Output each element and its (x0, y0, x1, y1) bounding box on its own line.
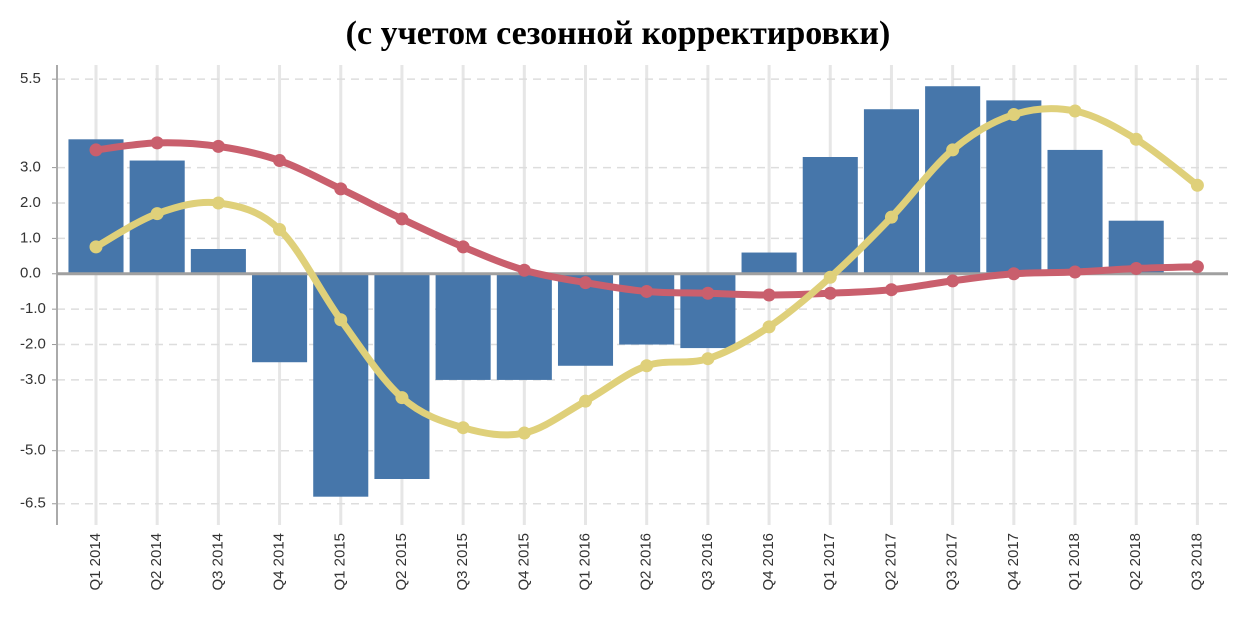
x-tick-label: Q2 2015 (393, 533, 410, 591)
x-tick-label: Q3 2017 (944, 533, 961, 591)
y-tick-label: -5.0 (20, 442, 46, 459)
y-tick-label: -6.5 (20, 495, 46, 512)
x-tick-label: Q2 2014 (148, 533, 165, 591)
x-tick-label: Q1 2017 (821, 533, 838, 591)
line-point (884, 283, 898, 297)
line-point (701, 352, 715, 366)
line-point (273, 223, 287, 237)
x-tick-label: Q3 2014 (209, 533, 226, 591)
bar (619, 273, 675, 345)
line-point (640, 359, 654, 373)
line-point (395, 212, 409, 226)
line-point (823, 286, 837, 300)
line-point (579, 276, 593, 290)
x-tick-label: Q1 2014 (87, 533, 104, 591)
x-tick-label: Q3 2015 (454, 533, 471, 591)
x-tick-label: Q4 2015 (515, 533, 532, 591)
bar (68, 139, 124, 274)
line-point (517, 426, 531, 440)
line-point (823, 270, 837, 284)
bar (925, 86, 981, 274)
x-tick-label: Q1 2018 (1066, 533, 1083, 591)
line-point (456, 240, 470, 254)
chart-title: (с учетом сезонной корректировки) (346, 15, 891, 52)
bar (190, 249, 246, 274)
y-tick-label: -2.0 (20, 336, 46, 353)
y-tick-label: 1.0 (20, 229, 41, 246)
line-point (89, 240, 103, 254)
line-point (150, 136, 164, 150)
bar (741, 252, 797, 274)
line-point (1068, 104, 1082, 118)
line-point (334, 182, 348, 196)
line-point (762, 320, 776, 334)
x-tick-label: Q4 2014 (271, 533, 288, 591)
bar (986, 100, 1042, 274)
line-point (1129, 132, 1143, 146)
line-point (211, 139, 225, 153)
line-point (579, 394, 593, 408)
line-point (1007, 108, 1021, 122)
y-tick-label: 3.0 (20, 159, 41, 176)
line-point (517, 263, 531, 277)
x-tick-label: Q2 2017 (882, 533, 899, 591)
bar (252, 273, 308, 363)
y-tick-label: 0.0 (20, 265, 41, 282)
y-tick-label: 2.0 (20, 194, 41, 211)
x-tick-label: Q2 2018 (1127, 533, 1144, 591)
x-tick-label: Q1 2015 (332, 533, 349, 591)
line-point (456, 421, 470, 435)
line-point (946, 143, 960, 157)
line-point (1068, 265, 1082, 279)
line-point (1129, 261, 1143, 275)
line-point (701, 286, 715, 300)
bar (680, 273, 736, 349)
bar (435, 273, 491, 380)
line-point (1007, 267, 1021, 281)
x-tick-label: Q3 2018 (1188, 533, 1205, 591)
line-point (211, 196, 225, 210)
line-point (150, 207, 164, 221)
line-point (395, 391, 409, 405)
bar (496, 273, 552, 380)
y-tick-label: 5.5 (20, 70, 41, 87)
y-tick-label: -1.0 (20, 300, 46, 317)
bar (313, 273, 369, 497)
line-point (1190, 260, 1204, 274)
line-point (89, 143, 103, 157)
line-point (334, 313, 348, 327)
line-point (946, 274, 960, 288)
bar (1047, 149, 1103, 274)
line-point (762, 288, 776, 302)
x-tick-label: Q3 2016 (699, 533, 716, 591)
y-tick-label: -3.0 (20, 371, 46, 388)
line-point (884, 210, 898, 224)
x-tick-label: Q4 2017 (1005, 533, 1022, 591)
x-tick-label: Q2 2016 (638, 533, 655, 591)
line-point (1190, 178, 1204, 192)
x-tick-label: Q4 2016 (760, 533, 777, 591)
line-point (640, 284, 654, 298)
x-tick-label: Q1 2016 (576, 533, 593, 591)
line-point (273, 154, 287, 168)
bar (802, 157, 858, 274)
